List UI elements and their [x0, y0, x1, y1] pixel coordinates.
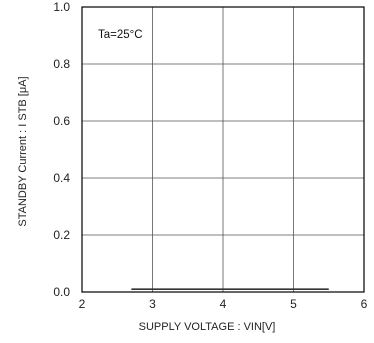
grid-lines	[82, 7, 364, 292]
x-axis-title: SUPPLY VOLTAGE : VIN[V]	[139, 321, 276, 333]
y-tick-label: 1.0	[53, 0, 70, 14]
y-tick-label: 0.2	[53, 228, 70, 242]
y-tick-label: 0.6	[53, 114, 70, 128]
y-axis-title: STANDBY Current : I STB [μA]	[17, 76, 29, 226]
annotation-temperature: Ta=25°C	[98, 29, 143, 41]
x-tick-labels: 2 3 4 5 6	[79, 297, 368, 311]
x-tick-label: 5	[290, 297, 297, 311]
x-tick-label: 3	[149, 297, 156, 311]
y-tick-label: 0.0	[53, 285, 70, 299]
y-tick-label: 0.4	[53, 171, 70, 185]
x-tick-label: 2	[79, 297, 86, 311]
x-tick-label: 6	[361, 297, 368, 311]
y-tick-label: 0.8	[53, 57, 70, 71]
x-tick-label: 4	[220, 297, 227, 311]
y-tick-labels: 0.0 0.2 0.4 0.6 0.8 1.0	[53, 0, 70, 299]
plot-frame	[81, 6, 365, 293]
